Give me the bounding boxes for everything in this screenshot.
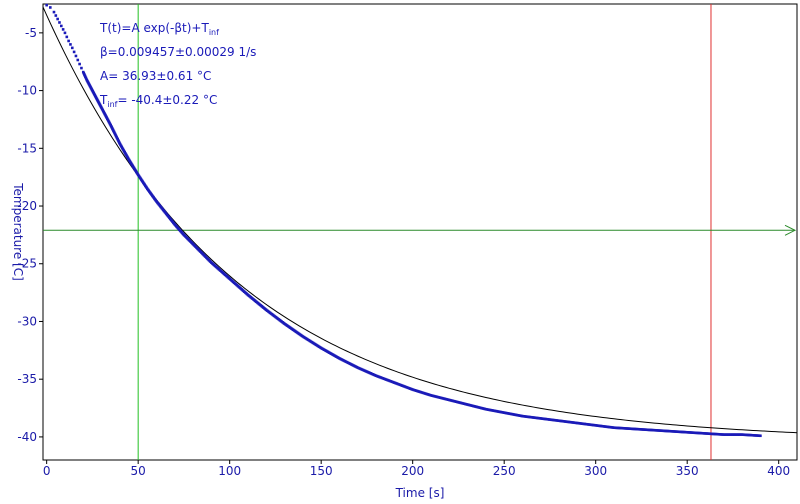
annotation-tinf: Tinf= -40.4±0.22 °C (99, 93, 217, 109)
x-tick-label: 100 (218, 464, 241, 478)
data-points-layer (45, 3, 762, 438)
x-tick-label: 350 (676, 464, 699, 478)
data-point (52, 10, 56, 14)
data-point (63, 31, 67, 35)
data-point (56, 17, 59, 21)
annotation-model: T(t)=A exp(-βt)+Tinf (99, 21, 219, 37)
x-axis-ticks: 0 50 100 150 200 250 300 350 400 (43, 460, 790, 478)
data-point (759, 434, 762, 438)
x-tick-label: 300 (584, 464, 607, 478)
fit-annotations: T(t)=A exp(-βt)+Tinf β=0.009457±0.00029 … (99, 21, 256, 109)
y-tick-label: -20 (17, 199, 37, 213)
x-axis-title: Time [s] (395, 486, 445, 500)
data-point (80, 66, 83, 70)
data-point (60, 24, 63, 28)
cursors (43, 4, 797, 460)
data-point (58, 21, 61, 24)
y-tick-label: -25 (17, 257, 37, 271)
x-tick-label: 400 (767, 464, 790, 478)
data-point (54, 14, 58, 17)
y-tick-label: -15 (17, 141, 37, 155)
data-point (49, 6, 52, 9)
annotation-beta: β=0.009457±0.00029 1/s (100, 45, 256, 59)
data-point (45, 3, 48, 7)
x-tick-label: 50 (131, 464, 146, 478)
cursor-arrow-icon (784, 224, 797, 236)
plot-area (42, 3, 798, 461)
data-point (74, 54, 78, 58)
y-axis-title: Temperature [C] (11, 182, 25, 281)
y-tick-label: -10 (17, 84, 37, 98)
data-point (65, 35, 69, 39)
data-point (61, 28, 65, 31)
x-tick-label: 150 (310, 464, 333, 478)
y-tick-label: -5 (25, 26, 37, 40)
data-point (72, 50, 76, 54)
data-point (76, 58, 80, 62)
data-point (67, 39, 70, 43)
y-tick-label: -30 (17, 314, 37, 328)
x-tick-label: 0 (43, 464, 51, 478)
data-point (69, 43, 72, 46)
data-point (70, 46, 74, 50)
x-tick-label: 250 (493, 464, 516, 478)
y-tick-label: -40 (17, 430, 37, 444)
x-tick-label: 200 (401, 464, 424, 478)
y-axis-ticks: -5 -10 -15 -20 -25 -30 -35 -40 (17, 26, 43, 444)
data-point (78, 62, 81, 66)
y-tick-label: -35 (17, 372, 37, 386)
annotation-amplitude: A= 36.93±0.61 °C (100, 69, 211, 83)
